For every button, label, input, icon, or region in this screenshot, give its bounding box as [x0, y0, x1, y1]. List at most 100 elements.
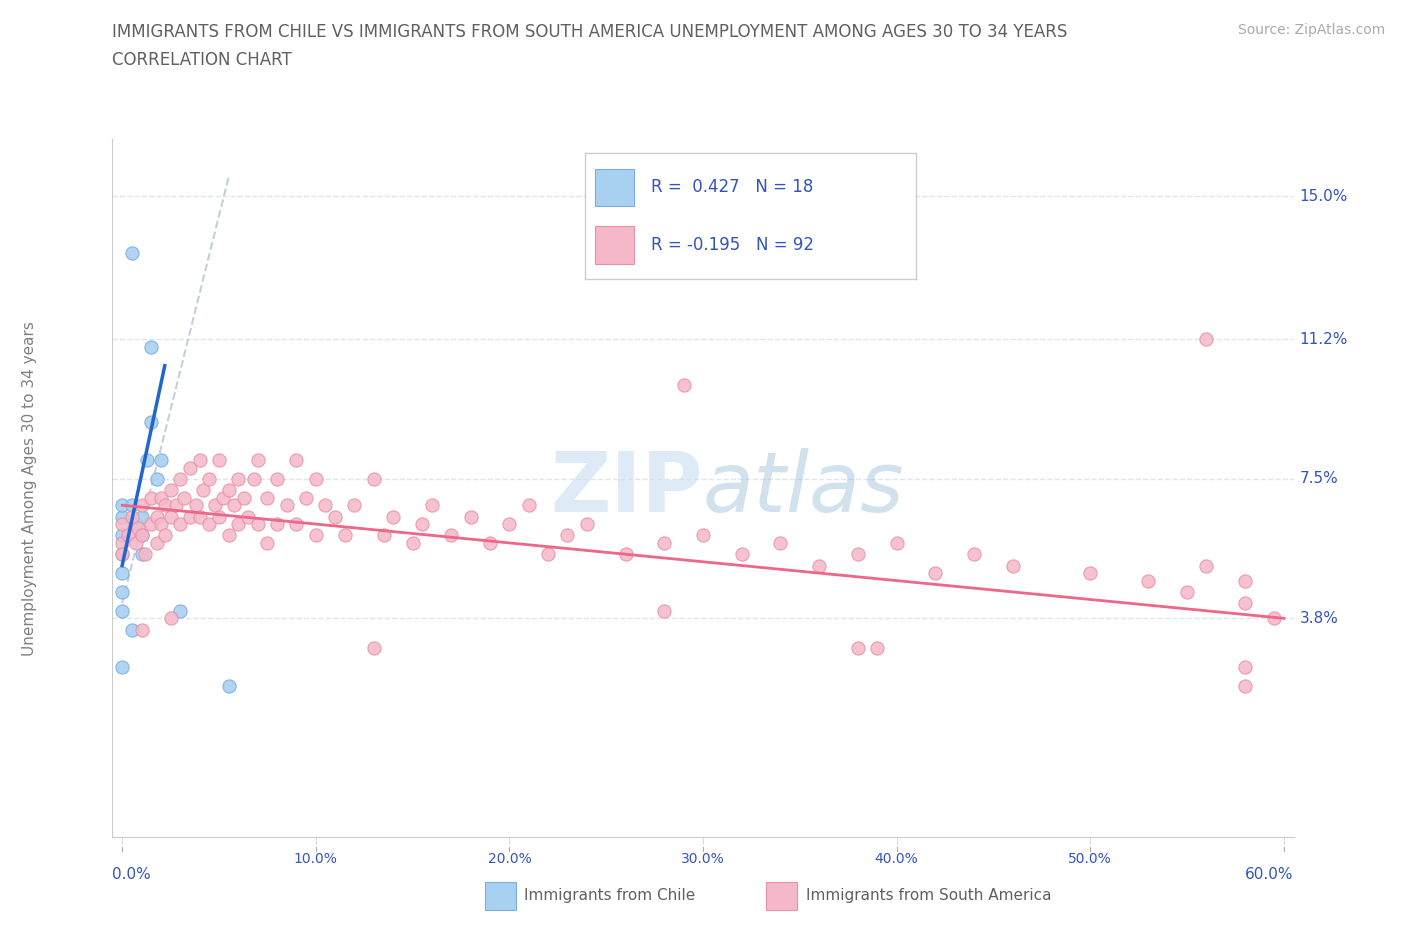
Text: Source: ZipAtlas.com: Source: ZipAtlas.com — [1237, 23, 1385, 37]
Point — [866, 641, 889, 656]
Point — [159, 509, 181, 524]
Point — [343, 498, 366, 512]
Point — [111, 547, 134, 562]
Point — [141, 490, 163, 505]
Point — [159, 483, 181, 498]
Point — [846, 547, 869, 562]
Point — [363, 641, 385, 656]
Point — [134, 547, 156, 562]
Point — [173, 490, 195, 505]
Point — [141, 339, 163, 354]
Point — [111, 509, 134, 524]
Text: 15.0%: 15.0% — [1299, 189, 1348, 204]
Point — [1234, 660, 1257, 675]
Point — [305, 472, 328, 486]
Point — [218, 528, 240, 543]
Point — [266, 472, 288, 486]
Point — [117, 528, 139, 543]
Point — [125, 517, 148, 532]
Point — [236, 509, 259, 524]
Point — [382, 509, 405, 524]
Point — [557, 528, 579, 543]
Point — [211, 490, 233, 505]
Text: 40.0%: 40.0% — [875, 852, 918, 867]
Text: 50.0%: 50.0% — [1069, 852, 1112, 867]
Point — [295, 490, 318, 505]
Point — [1234, 596, 1257, 611]
Point — [188, 453, 211, 468]
Point — [218, 483, 240, 498]
Point — [652, 604, 675, 618]
Point — [420, 498, 443, 512]
Point — [188, 509, 211, 524]
Point — [1195, 558, 1218, 573]
Point — [111, 565, 134, 580]
Text: atlas: atlas — [703, 447, 904, 529]
Point — [149, 517, 172, 532]
Point — [121, 498, 143, 512]
Point — [305, 528, 328, 543]
Point — [963, 547, 986, 562]
Point — [243, 472, 266, 486]
Point — [498, 517, 520, 532]
Text: 60.0%: 60.0% — [1246, 867, 1294, 882]
Point — [517, 498, 540, 512]
Point — [246, 517, 269, 532]
Point — [131, 498, 153, 512]
Point — [692, 528, 714, 543]
Point — [479, 536, 502, 551]
Text: 0.0%: 0.0% — [112, 867, 152, 882]
Text: IMMIGRANTS FROM CHILE VS IMMIGRANTS FROM SOUTH AMERICA UNEMPLOYMENT AMONG AGES 3: IMMIGRANTS FROM CHILE VS IMMIGRANTS FROM… — [112, 23, 1067, 41]
Point — [111, 536, 134, 551]
Point — [246, 453, 269, 468]
Point — [131, 622, 153, 637]
Text: 3.8%: 3.8% — [1299, 611, 1339, 626]
Text: Immigrants from South America: Immigrants from South America — [806, 888, 1052, 903]
Point — [228, 472, 250, 486]
Point — [121, 246, 143, 260]
Point — [1234, 573, 1257, 588]
Text: 20.0%: 20.0% — [488, 852, 531, 867]
Text: 7.5%: 7.5% — [1299, 472, 1339, 486]
Point — [323, 509, 346, 524]
Point — [169, 604, 191, 618]
Point — [256, 536, 278, 551]
Point — [614, 547, 637, 562]
Point — [652, 536, 675, 551]
Point — [131, 509, 153, 524]
Point — [165, 498, 187, 512]
Text: CORRELATION CHART: CORRELATION CHART — [112, 51, 292, 69]
Point — [111, 660, 134, 675]
Point — [141, 517, 163, 532]
Point — [179, 509, 201, 524]
Point — [121, 622, 143, 637]
Point — [373, 528, 395, 543]
Point — [131, 547, 153, 562]
Point — [179, 460, 201, 475]
Point — [233, 490, 256, 505]
Point — [121, 509, 143, 524]
Point — [198, 517, 221, 532]
Point — [276, 498, 298, 512]
Point — [228, 517, 250, 532]
Point — [153, 528, 176, 543]
Point — [256, 490, 278, 505]
Point — [1175, 584, 1198, 599]
Point — [149, 490, 172, 505]
Point — [127, 521, 149, 536]
Point — [1001, 558, 1024, 573]
Point — [1195, 332, 1218, 347]
Point — [208, 453, 231, 468]
Point — [411, 517, 433, 532]
Point — [184, 498, 207, 512]
Point — [1078, 565, 1101, 580]
Point — [363, 472, 385, 486]
Text: ZIP: ZIP — [551, 447, 703, 529]
Point — [314, 498, 336, 512]
Point — [285, 453, 308, 468]
Point — [111, 604, 134, 618]
Point — [169, 517, 191, 532]
Point — [1137, 573, 1160, 588]
Point — [1234, 679, 1257, 694]
Text: 11.2%: 11.2% — [1299, 332, 1348, 347]
